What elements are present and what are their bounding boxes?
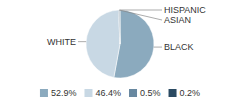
chart: BLACK WHITE ASIANHISPANIC 52.9% 46.4% 0.5% 0.2… <box>0 0 240 100</box>
leader-line <box>154 47 162 48</box>
legend-swatch <box>169 89 177 97</box>
legend-swatch <box>40 89 48 97</box>
leader-line <box>78 41 86 42</box>
annotation: WHITE <box>47 37 76 47</box>
pie-slice <box>119 10 120 44</box>
pie-slice <box>119 10 120 44</box>
annotation: BLACK <box>164 42 194 52</box>
pie <box>86 10 154 78</box>
legend-item: 0.2% <box>169 88 201 98</box>
legend-item: 46.4% <box>84 88 121 98</box>
legend-swatch <box>84 89 92 97</box>
annotation: ASIAN <box>164 15 191 25</box>
legend: 52.9% 46.4% 0.5% 0.2% <box>40 88 200 98</box>
pie-slice <box>86 10 120 77</box>
legend-item: 0.5% <box>129 88 161 98</box>
pie-slice <box>114 10 154 78</box>
legend-swatch <box>129 89 137 97</box>
legend-label: 0.2% <box>180 88 201 98</box>
leader-line <box>120 10 162 11</box>
annotations: BLACK WHITE ASIANHISPANIC <box>47 5 206 52</box>
legend-label: 0.5% <box>140 88 161 98</box>
annotation: HISPANIC <box>164 5 206 15</box>
legend-item: 52.9% <box>40 88 77 98</box>
leader-line <box>119 10 162 20</box>
legend-label: 46.4% <box>95 88 121 98</box>
legend-label: 52.9% <box>51 88 77 98</box>
